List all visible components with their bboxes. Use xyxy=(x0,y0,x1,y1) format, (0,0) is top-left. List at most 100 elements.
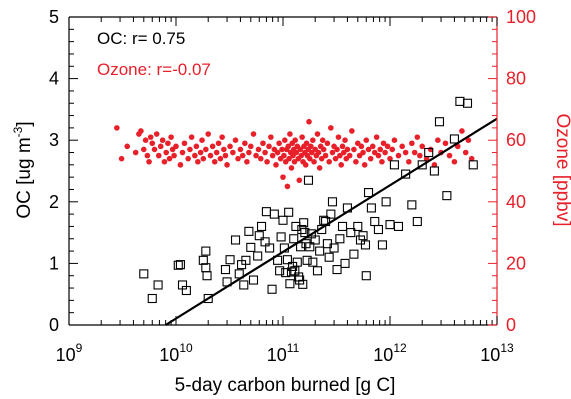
ozone-data-point xyxy=(203,146,209,153)
oc-data-point xyxy=(201,263,211,273)
oc-data-point xyxy=(324,252,334,262)
oc-data-point xyxy=(282,255,292,265)
oc-data-point xyxy=(442,191,452,201)
ozone-data-point xyxy=(253,152,259,159)
ozone-data-point xyxy=(338,162,345,168)
ozone-data-point xyxy=(332,155,339,162)
ozone-data-point xyxy=(329,149,336,156)
oc-data-point xyxy=(429,166,439,176)
oc-points xyxy=(139,96,478,304)
ozone-data-point xyxy=(255,146,262,153)
ozone-data-point xyxy=(320,146,327,153)
ozone-points xyxy=(114,118,475,190)
ozone-data-point xyxy=(155,152,162,159)
oc-data-point xyxy=(303,175,314,185)
ozone-data-point xyxy=(387,155,393,162)
oc-data-point xyxy=(291,221,301,231)
oc-data-point xyxy=(225,255,235,265)
ozone-data-point xyxy=(239,152,246,159)
ozone-data-point xyxy=(179,149,186,156)
ozone-data-point xyxy=(459,128,465,134)
oc-data-point xyxy=(230,235,241,245)
ozone-data-point xyxy=(279,146,285,153)
ozone-data-point xyxy=(379,158,385,165)
oc-data-point xyxy=(246,242,256,252)
ozone-data-point xyxy=(246,149,252,156)
oc-correlation-annotation: OC: r= 0.75 xyxy=(97,29,185,48)
ozone-data-point xyxy=(342,137,348,143)
ozone-data-point xyxy=(292,137,298,143)
oc-data-point xyxy=(253,251,263,261)
ozone-data-point xyxy=(165,140,171,147)
ozone-data-point xyxy=(314,131,321,137)
ozone-data-point xyxy=(377,146,384,153)
ozone-data-point xyxy=(215,140,222,147)
left-y-axis-label-exponent: -3 xyxy=(11,126,25,137)
oc-data-point xyxy=(393,221,404,231)
ozone-data-point xyxy=(288,165,295,171)
ozone-data-point xyxy=(296,177,303,184)
ozone-correlation-annotation: Ozone: r=-0.07 xyxy=(97,60,211,79)
oc-data-point xyxy=(377,240,387,250)
oc-data-point xyxy=(173,260,183,270)
ozone-data-point xyxy=(291,158,298,165)
oc-data-point xyxy=(302,255,312,265)
ozone-data-point xyxy=(166,155,173,162)
ozone-data-point xyxy=(124,143,131,150)
oc-data-point xyxy=(139,269,149,279)
oc-data-point xyxy=(286,267,297,277)
ozone-data-point xyxy=(382,149,388,156)
ozone-data-point xyxy=(310,137,316,143)
ozone-data-point xyxy=(221,146,227,153)
ozone-data-point xyxy=(232,137,239,143)
ozone-data-point xyxy=(402,149,409,156)
oc-data-point xyxy=(335,234,345,244)
x-tick-label-exponent: 12 xyxy=(393,341,407,355)
ozone-data-point xyxy=(297,146,304,153)
x-tick-label-exponent: 9 xyxy=(76,341,83,355)
oc-data-point xyxy=(308,257,318,267)
left-y-axis-label: OC [ug m-3] xyxy=(11,121,35,218)
ozone-data-point xyxy=(211,158,218,165)
ozone-data-point xyxy=(324,140,331,147)
ozone-data-point xyxy=(373,134,380,140)
ozone-data-point xyxy=(142,137,149,143)
ozone-data-point xyxy=(199,137,205,143)
ozone-data-point xyxy=(244,158,250,165)
ozone-data-point xyxy=(363,137,370,143)
ozone-data-point xyxy=(360,149,366,156)
oc-data-point xyxy=(254,231,264,241)
ozone-data-point xyxy=(306,155,313,162)
y-right-tick-label: 80 xyxy=(506,69,526,89)
ozone-data-point xyxy=(181,140,188,147)
oc-data-point xyxy=(220,265,231,275)
ozone-data-point xyxy=(264,158,270,165)
oc-data-point xyxy=(239,280,249,290)
x-tick-label-base: 10 xyxy=(480,345,500,365)
ozone-data-point xyxy=(337,152,343,159)
oc-data-point xyxy=(299,218,309,228)
oc-data-point xyxy=(181,285,191,296)
ozone-data-point xyxy=(250,131,257,137)
oc-data-point xyxy=(265,243,275,253)
oc-data-point xyxy=(203,293,213,304)
ozone-data-point xyxy=(144,152,151,159)
oc-data-point xyxy=(305,242,315,252)
ozone-data-point xyxy=(276,140,282,147)
y-right-tick-label: 100 xyxy=(506,7,536,27)
ozone-data-point xyxy=(163,149,170,156)
x-tick-label: 1012 xyxy=(373,341,407,365)
ozone-data-point xyxy=(168,134,174,140)
ozone-data-point xyxy=(149,140,156,147)
oc-data-point xyxy=(296,242,306,252)
oc-data-point xyxy=(327,197,338,207)
x-tick-label-base: 10 xyxy=(373,345,393,365)
ozone-data-point xyxy=(328,125,334,131)
oc-data-point xyxy=(424,147,434,158)
ozone-data-point xyxy=(197,149,204,156)
ozone-data-point xyxy=(462,149,469,156)
oc-data-point xyxy=(297,224,307,235)
y-left-tick-label: 2 xyxy=(49,192,59,212)
ozone-data-point xyxy=(132,149,139,156)
ozone-data-point xyxy=(217,155,224,162)
